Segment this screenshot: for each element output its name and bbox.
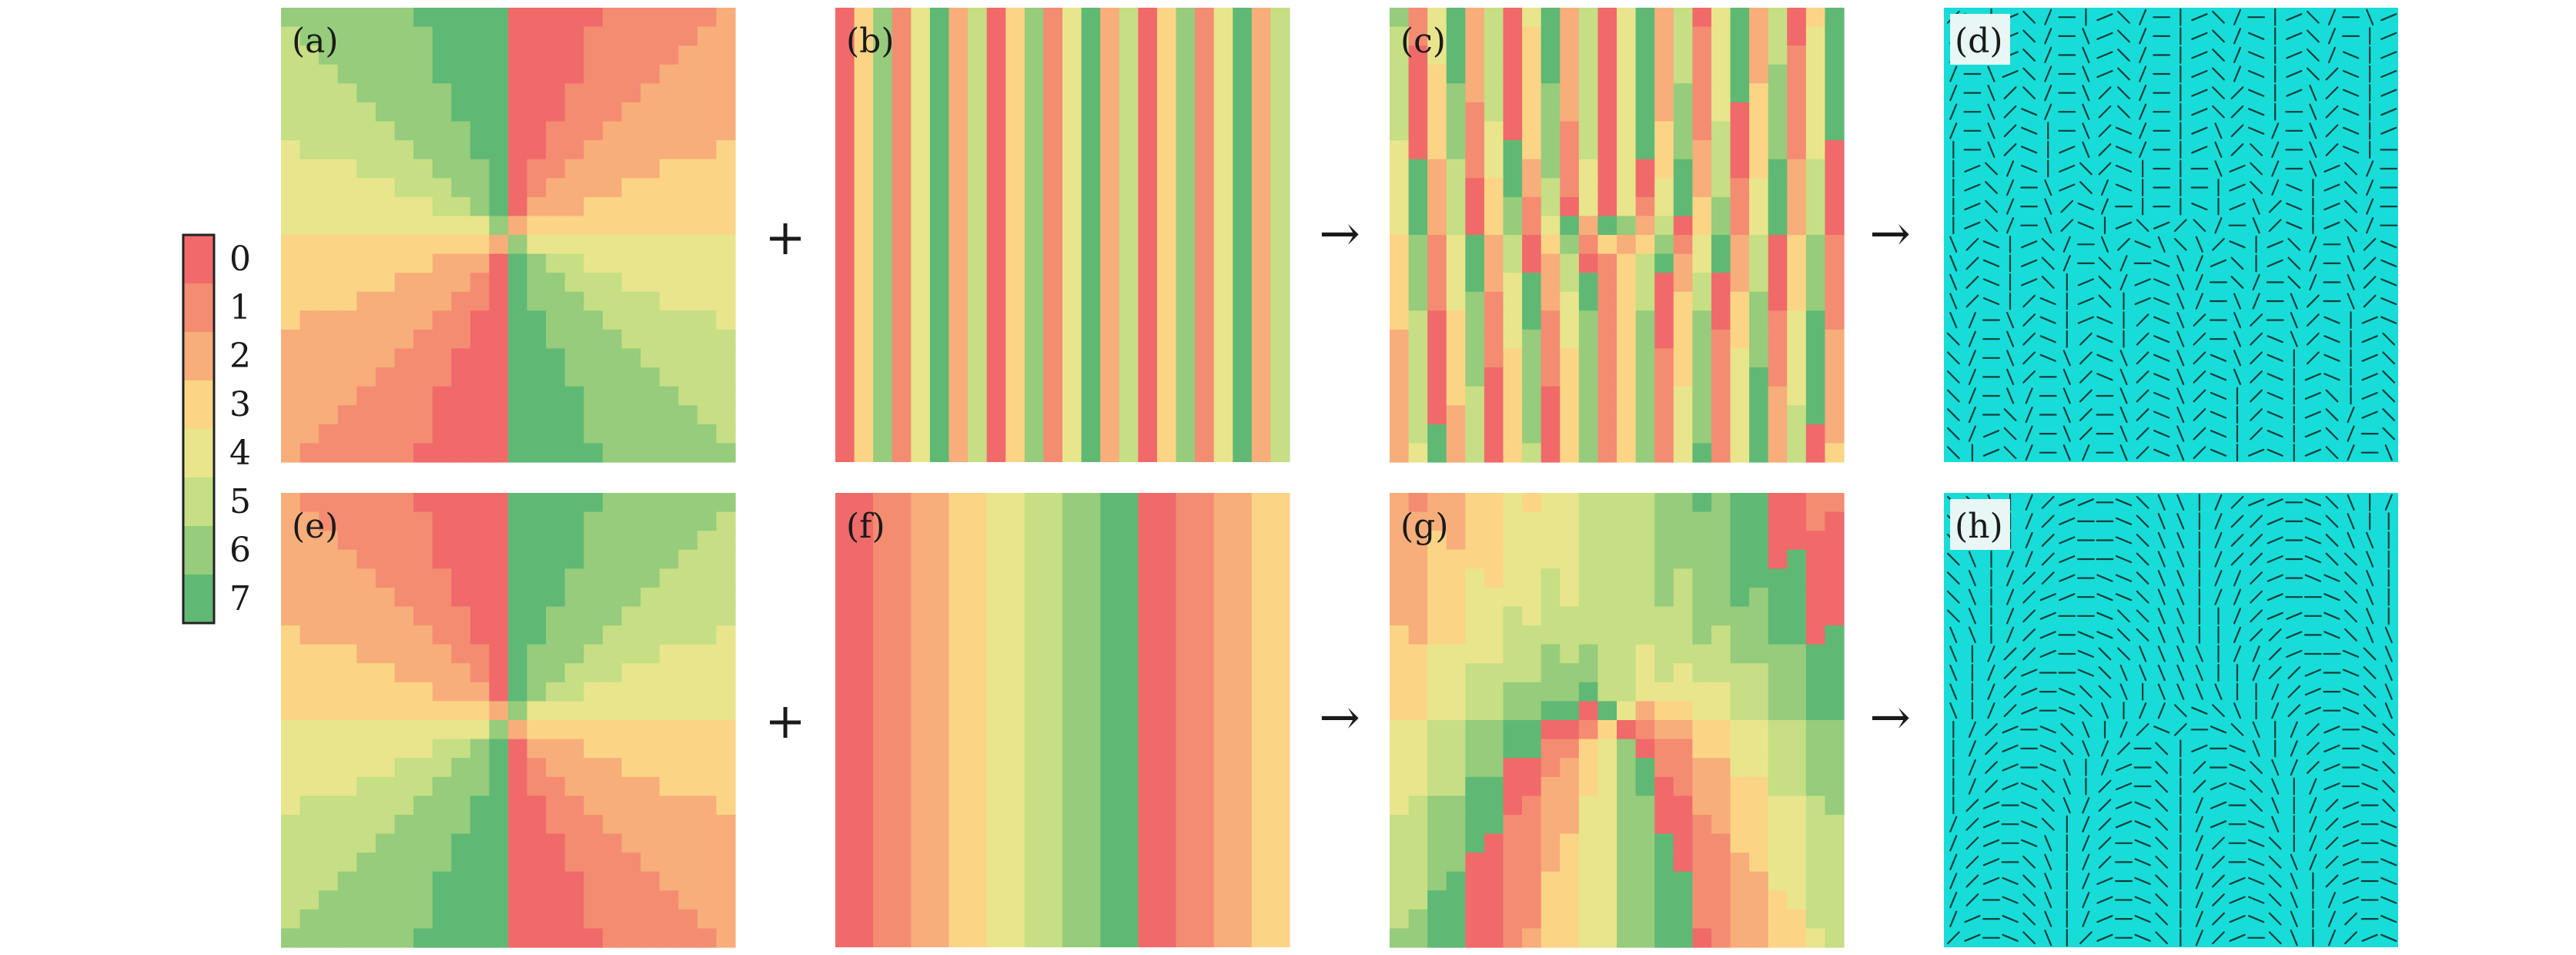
arrow-operator-2: → <box>1869 206 1911 263</box>
panel-f-stripe <box>1213 493 1253 947</box>
arrow-operator-4: → <box>1869 689 1911 746</box>
panel-f-stripe <box>1176 493 1215 947</box>
row-2: (e) (f) (g) (h) + → → <box>281 493 2398 948</box>
colorbar: 0 1 2 3 4 5 6 7 <box>182 233 251 625</box>
panel-d-nanopillars <box>1946 8 2398 462</box>
colorbar-label-7: 7 <box>229 579 251 618</box>
panel-e-cells <box>281 493 736 948</box>
colorbar-swatch-3 <box>183 380 214 429</box>
panel-b-stripe <box>986 8 1006 462</box>
colorbar-swatch-7 <box>183 575 214 623</box>
panel-b-stripe <box>892 8 912 462</box>
colorbar-label-2: 2 <box>229 337 251 376</box>
colorbar-label-1: 1 <box>229 288 251 327</box>
colorbar-frame <box>182 233 216 625</box>
panel-b-stripe <box>1024 8 1045 462</box>
panel-b-grating: (b) <box>835 8 1290 462</box>
colorbar-label-0: 0 <box>229 240 251 279</box>
panel-b-stripe <box>1005 8 1025 462</box>
colorbar-swatch-6 <box>183 526 214 575</box>
panel-h-label-box <box>1950 499 2010 550</box>
panel-h-metasurface: (h) <box>1944 493 2398 947</box>
panel-f-stripe <box>948 493 988 947</box>
panel-b-stripe <box>929 8 950 462</box>
arrow-operator-1: → <box>1319 206 1360 263</box>
panel-f-stripe <box>1062 493 1101 947</box>
panel-b-stripe <box>873 8 893 462</box>
panel-b-stripe <box>911 8 931 462</box>
panel-h-label: (h) <box>1955 507 2003 546</box>
panel-a-label: (a) <box>292 22 339 61</box>
colorbar-swatch-0 <box>183 235 214 283</box>
row-1: (a) (b) (c) (d) + → → <box>281 8 2398 463</box>
panel-d-label-box <box>1950 14 2010 65</box>
panel-c-fork-hologram: (c) <box>1390 8 1845 463</box>
panel-d-metasurface: (d) <box>1944 8 2398 462</box>
panel-b-stripe <box>1156 8 1177 462</box>
arrow-operator-3: → <box>1319 689 1360 746</box>
panel-e-vortex-phase: (e) <box>281 493 736 948</box>
panel-f-stripe <box>1251 493 1290 947</box>
panel-e-label: (e) <box>292 507 338 546</box>
panel-a-vortex-phase: (a) <box>281 8 736 463</box>
panel-a-cells <box>281 8 736 463</box>
panel-f-label: (f) <box>846 507 885 546</box>
panel-b-label: (b) <box>846 22 895 61</box>
panel-f-stripe <box>1138 493 1177 947</box>
colorbar-swatch-5 <box>183 478 214 526</box>
panel-f-grating: (f) <box>835 493 1290 947</box>
panel-g-label: (g) <box>1400 507 1449 546</box>
panel-f-stripe <box>873 493 912 947</box>
panel-b-stripe <box>968 8 988 462</box>
panel-b-stripe <box>1081 8 1101 462</box>
colorbar-swatch-1 <box>183 283 214 332</box>
panel-f-stripe <box>1100 493 1139 947</box>
panel-b-stripe <box>1270 8 1290 462</box>
panel-d-label: (d) <box>1955 22 2003 61</box>
panel-g-cells <box>1390 493 1845 948</box>
panel-c-cells <box>1390 8 1845 463</box>
panel-b-stripe <box>854 8 874 462</box>
panel-b-stripe <box>1062 8 1082 462</box>
panel-h-nanopillars <box>1946 493 2397 947</box>
panel-b-stripe <box>1138 8 1158 462</box>
panel-h-background <box>1944 493 2398 947</box>
panel-b-stripe <box>1233 8 1253 462</box>
colorbar-swatch-2 <box>183 332 214 380</box>
panel-g-fork-hologram: (g) <box>1390 493 1845 948</box>
panel-b-stripe <box>1213 8 1233 462</box>
panel-b-stripe <box>1176 8 1196 462</box>
panel-f-stripe <box>1024 493 1063 947</box>
colorbar-label-4: 4 <box>229 434 251 473</box>
plus-operator-1: + <box>764 209 806 266</box>
panel-b-stripe <box>948 8 969 462</box>
panel-f-stripe <box>911 493 950 947</box>
colorbar-swatch-4 <box>183 429 214 478</box>
panel-f-stripe <box>986 493 1025 947</box>
panel-b-stripe <box>835 8 855 462</box>
panel-b-stripe <box>1195 8 1215 462</box>
panel-f-stripe <box>835 493 874 947</box>
panel-b-stripe <box>1100 8 1120 462</box>
colorbar-label-5: 5 <box>229 482 251 521</box>
colorbar-label-3: 3 <box>229 385 251 424</box>
panel-b-stripe <box>1251 8 1272 462</box>
plus-operator-2: + <box>764 693 806 750</box>
panel-b-stripe <box>1043 8 1063 462</box>
panel-c-label: (c) <box>1400 22 1446 61</box>
colorbar-label-6: 6 <box>229 531 251 570</box>
panel-d-background <box>1944 8 2398 462</box>
panel-b-stripe <box>1119 8 1139 462</box>
